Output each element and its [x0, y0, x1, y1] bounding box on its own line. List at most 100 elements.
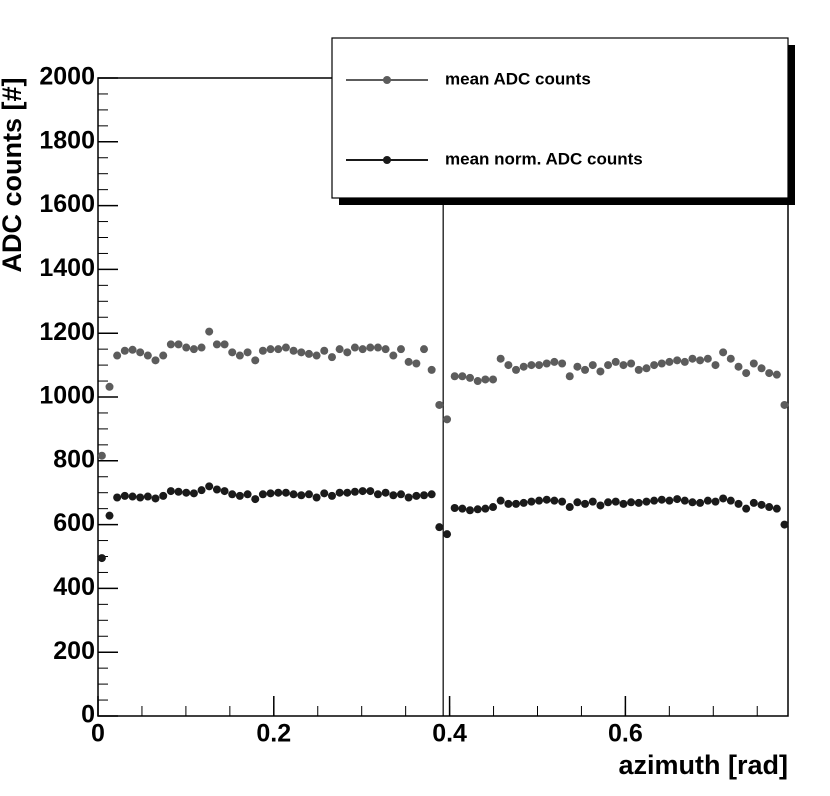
data-point [542, 359, 551, 368]
data-point [274, 345, 283, 354]
data-point [489, 503, 498, 512]
data-point [396, 490, 405, 499]
data-point [581, 499, 590, 508]
data-point [281, 488, 290, 497]
data-point [726, 496, 735, 505]
data-point [673, 356, 682, 365]
y-tick-label: 1200 [39, 318, 95, 346]
data-point [504, 361, 513, 370]
data-point [412, 491, 421, 500]
data-point [343, 488, 352, 497]
y-tick-label: 2000 [39, 63, 95, 91]
data-point [151, 494, 160, 503]
data-point [634, 365, 643, 374]
data-point [527, 361, 536, 370]
data-point [350, 487, 359, 496]
data-point [627, 498, 636, 507]
data-point [105, 382, 114, 391]
data-point [381, 488, 390, 497]
data-point [757, 500, 766, 509]
data-point [703, 354, 712, 363]
data-point [389, 491, 398, 500]
data-point [688, 354, 697, 363]
data-point [443, 530, 452, 539]
data-point [143, 351, 152, 360]
data-point [381, 345, 390, 354]
data-point [258, 490, 267, 499]
legend [331, 37, 789, 199]
data-point [696, 498, 705, 507]
data-point [420, 345, 429, 354]
data-point [627, 359, 636, 368]
data-point [604, 361, 613, 370]
data-point [749, 359, 758, 368]
data-point [489, 375, 498, 384]
data-point [473, 377, 482, 386]
data-point [573, 362, 582, 371]
y-tick-label: 800 [53, 445, 95, 473]
data-point [366, 487, 375, 496]
data-point [235, 491, 244, 500]
data-point [228, 490, 237, 499]
data-point [189, 345, 198, 354]
data-point [650, 496, 659, 505]
data-point [335, 345, 344, 354]
data-point [657, 495, 666, 504]
data-point [596, 367, 605, 376]
data-point [588, 497, 597, 506]
data-point [611, 497, 620, 506]
data-point [604, 498, 613, 507]
data-point [734, 499, 743, 508]
data-point [496, 496, 505, 505]
data-point [212, 485, 221, 494]
data-point [665, 357, 674, 366]
data-point [128, 492, 137, 501]
data-point [611, 357, 620, 366]
data-point [174, 340, 183, 349]
data-point [734, 362, 743, 371]
data-point [136, 493, 145, 502]
data-point [113, 351, 122, 360]
data-point [542, 495, 551, 504]
data-point [243, 490, 252, 499]
data-point [772, 370, 781, 379]
data-point [565, 503, 574, 512]
data-point [680, 496, 689, 505]
data-point [159, 491, 168, 500]
data-point [251, 356, 260, 365]
data-point [573, 498, 582, 507]
data-point [596, 501, 605, 510]
data-point [228, 348, 237, 357]
data-point [742, 369, 751, 378]
data-point [289, 490, 298, 499]
data-point [220, 340, 229, 349]
data-point [450, 504, 459, 513]
data-point [120, 491, 129, 500]
data-point [749, 498, 758, 507]
data-point [519, 498, 528, 507]
data-point [473, 505, 482, 514]
data-point [373, 490, 382, 499]
data-point [565, 372, 574, 381]
x-tick-label: 0.2 [256, 720, 291, 748]
data-point [289, 346, 298, 355]
data-point [558, 359, 567, 368]
x-tick-label: 0 [91, 720, 105, 748]
data-point [182, 343, 191, 352]
data-point [427, 490, 436, 499]
x-tick-label: 0.6 [608, 720, 643, 748]
data-point [113, 493, 122, 502]
data-point [765, 369, 774, 378]
data-point [220, 487, 229, 496]
data-point [274, 488, 283, 497]
data-point [657, 359, 666, 368]
data-point [772, 504, 781, 513]
data-point [335, 488, 344, 497]
data-point [581, 365, 590, 374]
data-point [619, 499, 628, 508]
data-point [396, 345, 405, 354]
data-point [312, 493, 321, 502]
y-tick-label: 400 [53, 573, 95, 601]
data-point [465, 373, 474, 382]
legend-marker [383, 156, 391, 164]
